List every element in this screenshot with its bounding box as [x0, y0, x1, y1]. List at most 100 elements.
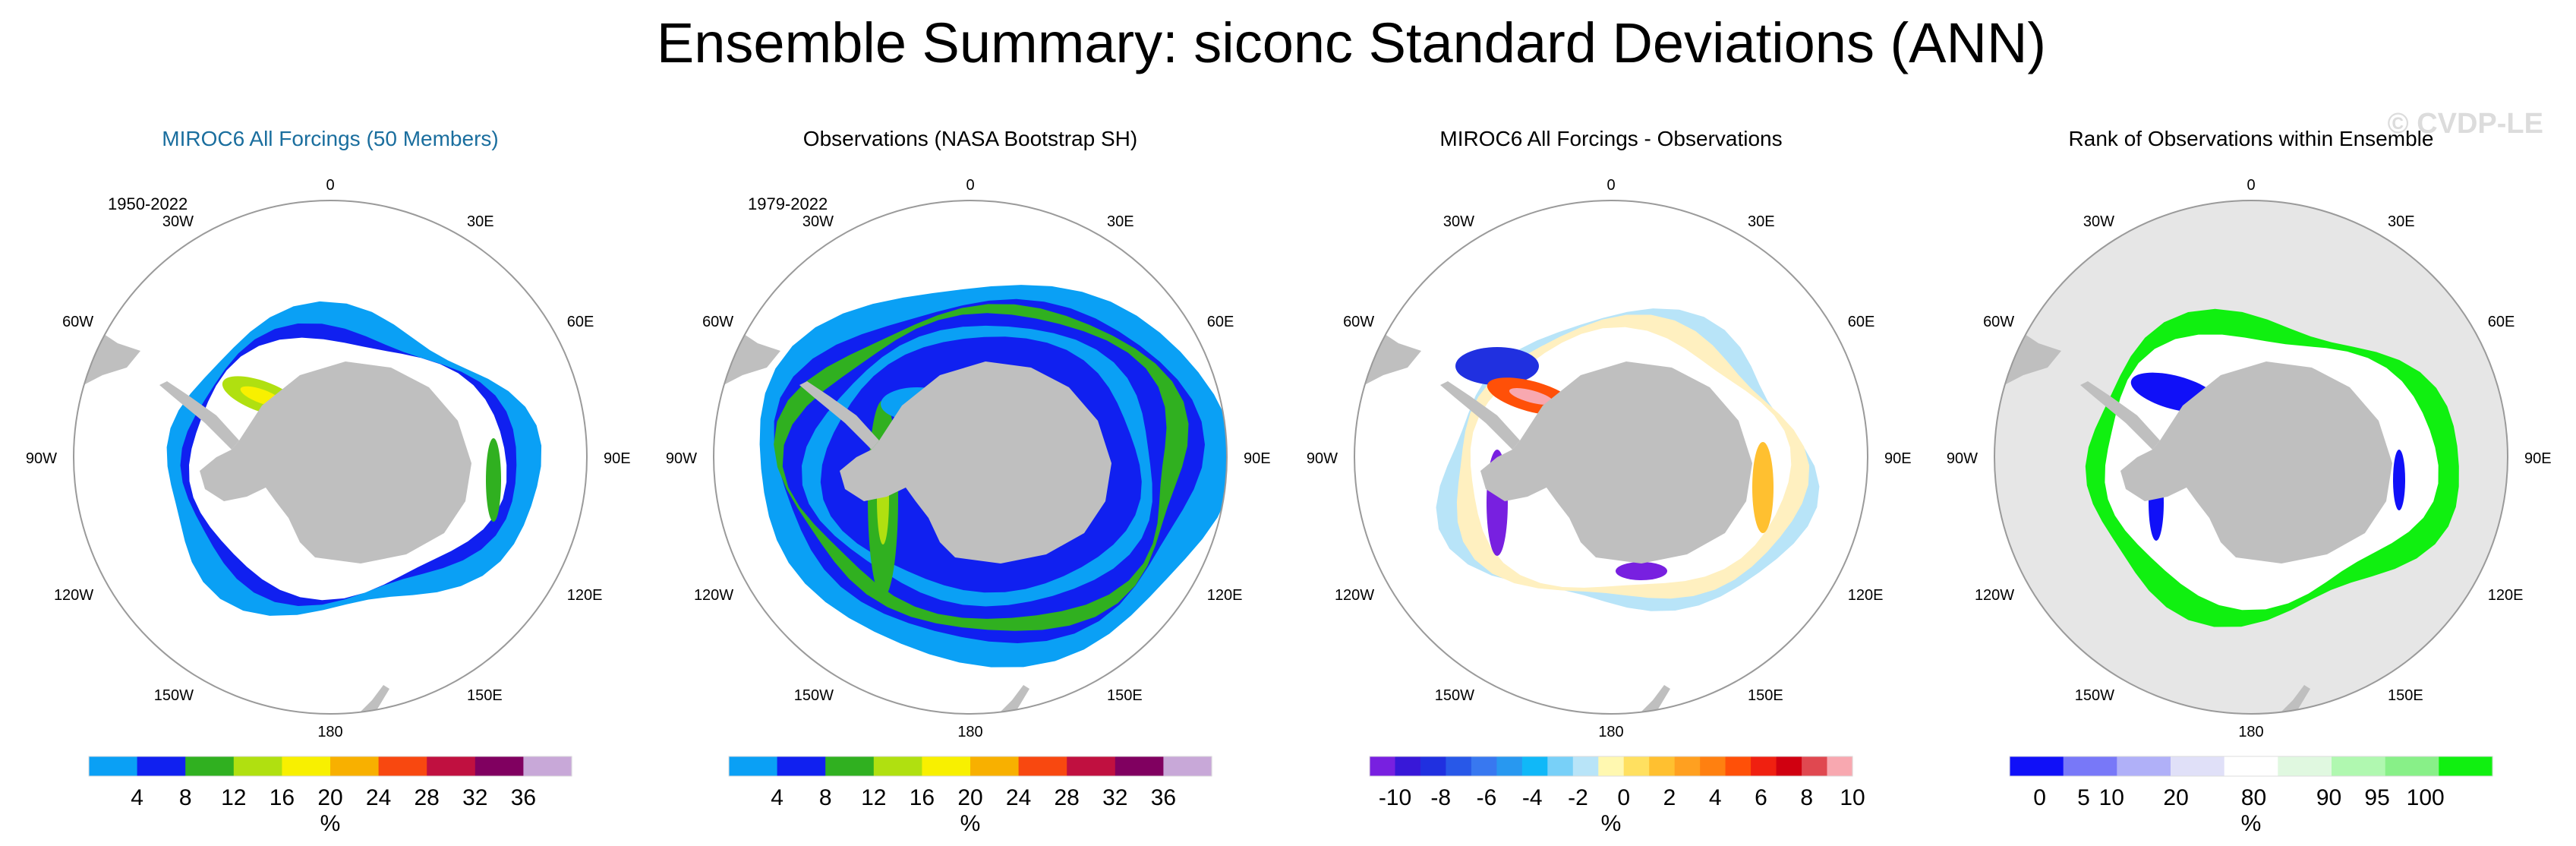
- lon-label: 120E: [1848, 587, 1884, 604]
- colorbar-tick-label: 95: [2364, 785, 2389, 810]
- colorbar-swatch: [1572, 756, 1599, 776]
- lon-label: 90W: [666, 450, 697, 467]
- lon-label: 30W: [802, 213, 834, 230]
- colorbar-swatch: [2332, 756, 2386, 776]
- antarctica-land: [1480, 361, 1752, 563]
- colorbar-tick-label: 28: [1055, 785, 1080, 810]
- colorbar-swatch: [2117, 756, 2171, 776]
- lon-label: 0: [966, 177, 974, 194]
- antarctica-land: [2120, 361, 2392, 563]
- colorbar-tick-label: 8: [1800, 785, 1813, 810]
- lon-label: 30E: [2388, 213, 2415, 230]
- figure-title: Ensemble Summary: siconc Standard Deviat…: [657, 11, 2046, 74]
- colorbar-swatch: [2278, 756, 2332, 776]
- lon-label: 90W: [1307, 450, 1338, 467]
- colorbar-tick-label: 32: [1102, 785, 1127, 810]
- colorbar-swatch: [1802, 756, 1828, 776]
- peninsula-land: [799, 381, 879, 450]
- lon-label: 30E: [467, 213, 494, 230]
- colorbar-unit: %: [2241, 811, 2262, 836]
- lon-label: 90E: [1244, 450, 1271, 467]
- panel-title: MIROC6 All Forcings (50 Members): [162, 127, 498, 150]
- colorbar-tick-label: 28: [415, 785, 440, 810]
- colorbar-tick-label: -4: [1522, 785, 1543, 810]
- colorbar-swatch: [1115, 756, 1164, 776]
- lon-label: 90W: [1947, 450, 1978, 467]
- lon-label: 150E: [1748, 687, 1783, 704]
- colorbar-tick-label: 0: [1617, 785, 1630, 810]
- lon-label: 120E: [1207, 587, 1243, 604]
- colorbar-swatch: [777, 756, 826, 776]
- colorbar-swatch: [2224, 756, 2278, 776]
- colorbar-tick-label: 20: [2163, 785, 2188, 810]
- rank-hotspot: [2393, 450, 2405, 510]
- colorbar-tick-label: 4: [771, 785, 784, 810]
- colorbar-swatch: [2171, 756, 2225, 776]
- colorbar-swatch: [137, 756, 186, 776]
- diff-hotspot: [1616, 562, 1667, 580]
- lon-label: 60W: [1343, 314, 1374, 330]
- panel-title: MIROC6 All Forcings - Observations: [1439, 127, 1782, 150]
- colorbar-swatch: [1018, 756, 1067, 776]
- colorbar-tick-label: 5: [2077, 785, 2090, 810]
- colorbar-tick-label: 10: [1840, 785, 1865, 810]
- colorbar-tick-label: 36: [511, 785, 536, 810]
- colorbar-swatch: [1725, 756, 1751, 776]
- colorbar-swatch: [970, 756, 1020, 776]
- colorbar-swatch: [1370, 756, 1396, 776]
- colorbar-swatch: [1700, 756, 1726, 776]
- colorbar-tick-label: 0: [2033, 785, 2046, 810]
- diff-hotspot: [1455, 347, 1539, 385]
- map-boundary: [1994, 200, 2508, 715]
- colorbar-tick-label: 10: [2099, 785, 2124, 810]
- colorbar-swatch: [185, 756, 235, 776]
- colorbar-swatch: [825, 756, 875, 776]
- lon-label: 90W: [26, 450, 57, 467]
- lon-label: 150E: [467, 687, 503, 704]
- lon-label: 90E: [1884, 450, 1912, 467]
- colorbar-swatch: [1521, 756, 1548, 776]
- lon-label: 0: [1606, 177, 1615, 194]
- panel-title: Rank of Observations within Ensemble: [2069, 127, 2434, 150]
- lon-label: 180: [2238, 724, 2263, 740]
- colorbar-unit: %: [320, 811, 341, 836]
- tasmania-land: [1770, 672, 1789, 689]
- new-zealand-land: [997, 685, 1029, 714]
- colorbar-swatch: [1420, 756, 1446, 776]
- lon-label: 60E: [567, 314, 594, 330]
- lon-label: 120E: [2488, 587, 2524, 604]
- antarctica-land: [840, 361, 1111, 563]
- colorbar-swatch: [523, 756, 572, 776]
- colorbar-tick-label: 8: [179, 785, 192, 810]
- antarctica-land: [200, 361, 471, 563]
- tasmania-land: [2410, 672, 2429, 689]
- lon-label: 30E: [1107, 213, 1134, 230]
- lon-label: 150W: [154, 687, 194, 704]
- lon-label: 60E: [1848, 314, 1875, 330]
- lon-label: 60W: [702, 314, 733, 330]
- colorbar-tick-label: 4: [1709, 785, 1722, 810]
- diff-hotspot: [1509, 388, 1554, 405]
- colorbar-tick-label: 20: [317, 785, 342, 810]
- period-label: 1950-2022: [108, 194, 188, 213]
- colorbar-tick-label: 32: [462, 785, 487, 810]
- map-panel-1: MIROC6 All Forcings (50 Members) 1950-202…: [26, 127, 631, 836]
- lon-label: 180: [317, 724, 342, 740]
- colorbar-unit: %: [960, 811, 981, 836]
- colorbar-swatch: [1776, 756, 1802, 776]
- lon-label: 30W: [2083, 213, 2114, 230]
- map-field: [1354, 308, 1820, 714]
- colorbar-unit: %: [1601, 811, 1622, 836]
- colorbar-swatch: [1067, 756, 1116, 776]
- peninsula-land: [1440, 381, 1520, 450]
- lon-label: 150E: [2388, 687, 2423, 704]
- colorbar-tick-label: 80: [2241, 785, 2266, 810]
- colorbar-swatch: [1751, 756, 1777, 776]
- colorbar-frame: [2009, 756, 2493, 777]
- lon-label: 120W: [694, 587, 733, 604]
- map-boundary: [1354, 200, 1868, 715]
- colorbar-tick-label: 24: [1006, 785, 1031, 810]
- lon-label: 60E: [2488, 314, 2515, 330]
- colorbar-tick-label: 100: [2407, 785, 2445, 810]
- period-label: 1979-2022: [748, 194, 828, 213]
